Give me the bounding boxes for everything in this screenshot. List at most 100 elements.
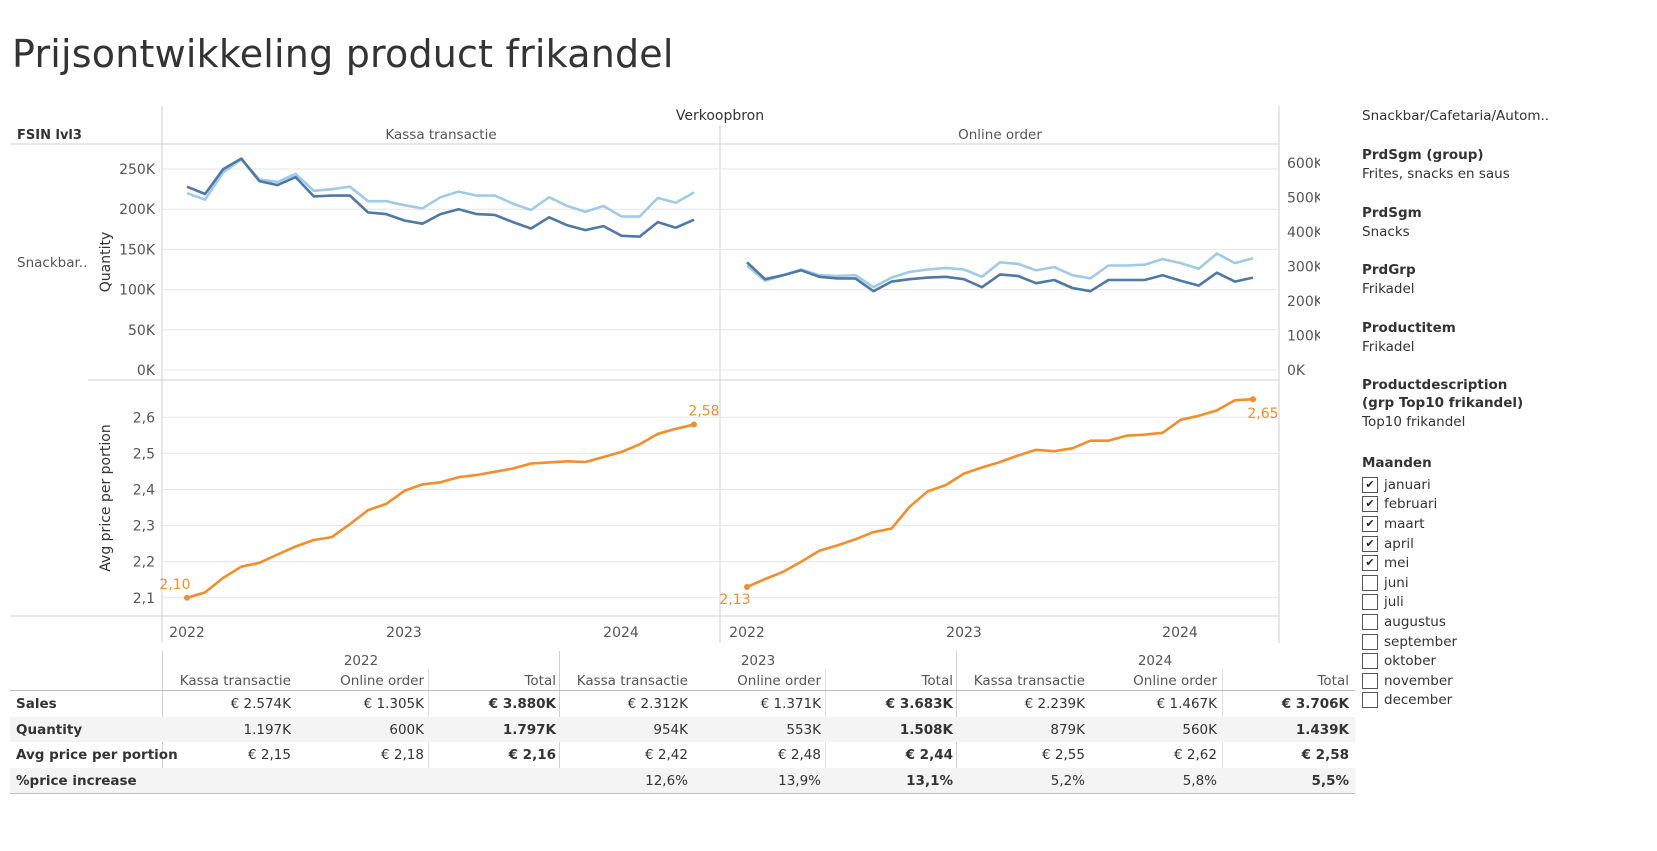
month-label: september — [1384, 633, 1458, 650]
checkbox[interactable] — [1362, 653, 1378, 670]
table-subcol-header: Total — [1317, 673, 1349, 689]
checkbox[interactable]: ✔ — [1362, 555, 1378, 572]
table-cell: € 2.239K — [1024, 696, 1085, 712]
month-option-augustus[interactable]: augustus — [1362, 612, 1457, 632]
table-year-header: 2022 — [343, 653, 379, 669]
table-cell: € 2,48 — [778, 747, 821, 763]
checkbox[interactable] — [1362, 633, 1378, 650]
table-cell: 12,6% — [645, 772, 688, 789]
filter-title: PrdSgm — [1362, 205, 1422, 221]
filter-value[interactable]: Frikadel — [1362, 281, 1415, 297]
month-label: augustus — [1384, 613, 1446, 630]
month-option-september[interactable]: september — [1362, 632, 1457, 652]
table-year-header: 2023 — [740, 653, 776, 669]
table-cell: € 2,42 — [645, 747, 688, 763]
checkbox[interactable] — [1362, 672, 1378, 689]
table-cell: € 2,18 — [381, 747, 424, 763]
series-price-online-first-label: 2,13 — [719, 592, 750, 608]
table-cell: € 3.683K — [885, 696, 953, 712]
month-option-januari[interactable]: ✔ januari — [1362, 475, 1457, 495]
table-cell: € 2.574K — [230, 696, 291, 712]
table-cell: 553K — [786, 721, 821, 738]
table-header-line — [10, 690, 1355, 691]
checkbox[interactable] — [1362, 692, 1378, 709]
filter-title: PrdGrp — [1362, 262, 1416, 278]
checkbox[interactable] — [1362, 594, 1378, 611]
checkbox[interactable]: ✔ — [1362, 496, 1378, 513]
table-cell: 1.439K — [1295, 721, 1349, 738]
tick-quantity: 200K — [119, 202, 156, 218]
table-row-label: Quantity — [16, 721, 83, 738]
filter-prdsgm-group[interactable]: PrdSgm (group) Frites, snacks en saus — [1362, 146, 1510, 184]
axis-title-avg-price: Avg price per portion — [98, 424, 114, 571]
month-option-juli[interactable]: juli — [1362, 593, 1457, 613]
header-fsin: FSIN lvl3 — [17, 128, 82, 143]
x-tick-right: 2024 — [1162, 625, 1198, 641]
series-sales-kassa — [186, 158, 695, 218]
table-cell: 600K — [389, 721, 424, 738]
checkbox[interactable]: ✔ — [1362, 476, 1378, 493]
header-verkoopbron: Verkoopbron — [676, 108, 764, 124]
filter-prdgrp[interactable]: PrdGrp Frikadel — [1362, 261, 1416, 299]
month-option-november[interactable]: november — [1362, 671, 1457, 691]
table-cell: € 2.312K — [627, 696, 688, 712]
month-label: februari — [1384, 496, 1438, 513]
month-label: november — [1384, 672, 1453, 689]
table-subcol-header: Total — [524, 673, 556, 689]
table-row: Sales € 2.574K € 1.305K € 3.880K € 2.312K € 1… — [10, 691, 1355, 717]
table-cell: € 2,55 — [1042, 747, 1085, 763]
table-cell: € 3.706K — [1281, 696, 1349, 712]
month-label: maart — [1384, 515, 1425, 532]
month-label: mei — [1384, 555, 1410, 572]
filter-prdsgm[interactable]: PrdSgm Snacks — [1362, 204, 1422, 242]
filter-fsin-value[interactable]: Snackbar/Cafetaria/Autom.. — [1362, 108, 1550, 124]
filter-value[interactable]: Snacks — [1362, 224, 1410, 240]
tick-price: 2,6 — [133, 410, 155, 426]
table-subcol-header: Kassa transactie — [973, 673, 1085, 689]
filter-productitem[interactable]: Productitem Frikadel — [1362, 319, 1456, 357]
filter-productdescription[interactable]: Productdescription (grp Top10 frikandel)… — [1362, 376, 1523, 432]
tick-sales: 500K — [1287, 191, 1320, 207]
month-option-april[interactable]: ✔ april — [1362, 534, 1457, 554]
x-tick-right: 2023 — [946, 625, 982, 641]
filter-value[interactable]: Frites, snacks en saus — [1362, 166, 1510, 182]
x-tick-left: 2022 — [169, 625, 205, 641]
checkbox[interactable] — [1362, 574, 1378, 591]
table-cell: € 2,62 — [1174, 747, 1217, 763]
filter-title: PrdSgm (group) — [1362, 147, 1484, 163]
filter-value[interactable]: Frikadel — [1362, 339, 1415, 355]
month-option-oktober[interactable]: oktober — [1362, 651, 1457, 671]
table-row: Quantity 1.197K 600K 1.797K 954K 553K 1.508K 87… — [10, 716, 1355, 742]
month-label: juni — [1384, 574, 1409, 591]
tick-price: 2,2 — [133, 555, 155, 571]
x-tick-right: 2022 — [729, 625, 765, 641]
checkbox[interactable]: ✔ — [1362, 535, 1378, 552]
month-option-juni[interactable]: juni — [1362, 573, 1457, 593]
series-price-kassa-first-label: 2,10 — [159, 577, 190, 593]
series-price-online — [746, 397, 1254, 589]
month-option-mei[interactable]: ✔ mei — [1362, 553, 1457, 573]
table-row: Avg price per portion € 2,15 € 2,18 € 2,16 €… — [10, 742, 1355, 768]
tick-sales: 400K — [1287, 225, 1320, 241]
table-cell: 5,8% — [1182, 772, 1217, 789]
month-option-februari[interactable]: ✔ februari — [1362, 495, 1457, 515]
month-label: januari — [1384, 476, 1431, 493]
series-price-kassa-last-point — [691, 421, 697, 428]
header-online: Online order — [958, 127, 1042, 143]
tick-price: 2,3 — [133, 519, 155, 535]
filter-title: Maanden — [1362, 455, 1432, 471]
table-cell: € 1.467K — [1156, 696, 1217, 712]
series-price-online-last-label: 2,65 — [1247, 406, 1278, 422]
month-option-maart[interactable]: ✔ maart — [1362, 514, 1457, 534]
checkbox[interactable] — [1362, 613, 1378, 630]
table-subcol-header: Online order — [737, 673, 821, 689]
month-option-december[interactable]: december — [1362, 691, 1457, 711]
table-cell: € 2,16 — [508, 747, 556, 763]
table-cell: 1.797K — [502, 721, 556, 738]
checkbox[interactable]: ✔ — [1362, 515, 1378, 532]
tick-quantity: 250K — [119, 162, 156, 178]
filter-value[interactable]: Top10 frikandel — [1362, 414, 1466, 430]
dashboard-title: Prijsontwikkeling product frikandel — [12, 32, 674, 76]
tick-quantity: 50K — [128, 323, 156, 339]
tick-sales: 100K — [1287, 329, 1320, 345]
